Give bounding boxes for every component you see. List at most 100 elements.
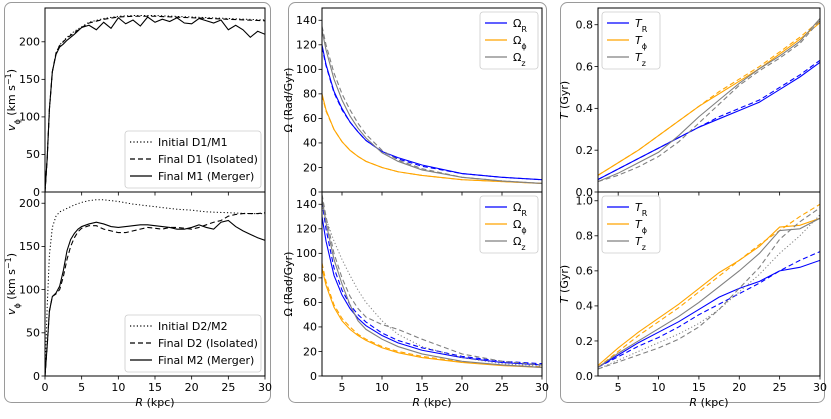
y-axis-label-part: (Gyr): [558, 265, 571, 297]
x-axis-label: R (kpc): [412, 396, 451, 409]
y-tick-label: 80: [303, 88, 317, 101]
x-tick-label: 15: [148, 381, 162, 394]
y-tick-label: 100: [19, 283, 40, 296]
y-axis-label-part: ): [5, 253, 18, 257]
legend-label: Ωϕ: [513, 218, 527, 235]
legend-label-text: Final M1 (Merger): [158, 170, 254, 183]
series-line-p12-0: [598, 259, 820, 368]
x-tick-label: 10: [111, 381, 125, 394]
x-tick-label: 5: [615, 381, 622, 394]
legend-label-text: T: [635, 51, 643, 64]
y-tick-label: 0.8: [576, 19, 594, 32]
y-tick-label: 100: [296, 247, 317, 260]
legend-frame: [479, 11, 539, 70]
y-axis-label-part: −1: [4, 257, 13, 269]
legend-label-text: T: [635, 34, 643, 47]
x-tick-label: 20: [732, 381, 746, 394]
panel-frame-left: [4, 2, 271, 403]
legend-frame: [601, 11, 661, 70]
legend-label: Final M1 (Merger): [158, 170, 254, 183]
legend-label-text: T: [635, 17, 643, 30]
legend-label-text: T: [635, 235, 643, 248]
legend-label-sub: z: [521, 59, 525, 68]
y-axis-label-part: ): [5, 69, 18, 73]
y-tick-label: 150: [19, 240, 40, 253]
y-tick-label: 0: [310, 370, 317, 383]
legend-label-text: Ω: [513, 34, 521, 47]
legend-label: TR: [635, 201, 648, 218]
series-line-p00-2: [45, 16, 265, 192]
x-tick-label: 30: [258, 381, 272, 394]
series-line-p12-6: [598, 214, 820, 370]
y-tick-label: 0.6: [576, 265, 594, 278]
legend-label-sub: R: [642, 209, 648, 218]
x-tick-label: 25: [221, 381, 235, 394]
axes-frame: [321, 191, 543, 377]
legend-label: Ωz: [513, 235, 526, 252]
panel-frame-middle: [288, 2, 547, 403]
legend-label-text: Final M2 (Merger): [158, 354, 254, 367]
legend-label-sub: ϕ: [642, 226, 647, 235]
legend-label-text: Initial D2/M2: [158, 320, 228, 333]
x-axis-label-part: R: [412, 396, 420, 409]
legend-label: Tϕ: [635, 218, 647, 235]
legend-label-text: Ω: [513, 235, 521, 248]
legend-label: Tz: [635, 51, 646, 68]
series-line-p02-3: [598, 20, 820, 176]
y-axis-label-part: ϕ: [13, 303, 22, 308]
series-line-p12-3: [598, 203, 820, 368]
y-tick-label: 120: [296, 39, 317, 52]
legend-label-text: Ω: [513, 201, 521, 214]
series-line-p02-4: [598, 18, 820, 183]
legend-label-sub: R: [521, 209, 527, 218]
legend-label-sub: ϕ: [642, 42, 647, 51]
series-line-p12-1: [598, 251, 820, 368]
y-tick-label: 0.0: [576, 370, 594, 383]
y-tick-label: 0.4: [576, 102, 594, 115]
legend-label-text: Ω: [513, 51, 521, 64]
legend-label-sub: z: [642, 243, 646, 252]
x-tick-label: 25: [773, 381, 787, 394]
y-tick-label: 120: [296, 223, 317, 236]
axes-frame: [597, 191, 821, 377]
legend-label: Tz: [635, 235, 646, 252]
y-tick-label: 140: [296, 198, 317, 211]
panel-frame-right: [560, 2, 825, 403]
y-axis-label-part: v: [5, 308, 18, 315]
series-line-p00-0: [45, 15, 265, 192]
series-line-p12-2: [598, 217, 820, 366]
panel-p10: 0 50 100 150 200 0 5 10 15 20 25 30 vϕ (km s−1) R (kp…: [4, 191, 272, 409]
x-axis-label-part: (kpc): [420, 396, 451, 409]
series-line-p10-0: [45, 199, 265, 376]
legend-frame: [479, 195, 539, 254]
series-line-p02-1: [598, 59, 820, 180]
series-line-p10-1: [45, 212, 265, 376]
legend-label: Final D1 (Isolated): [158, 153, 258, 166]
x-axis-label: R (kpc): [135, 396, 174, 409]
x-tick-label: 30: [535, 381, 549, 394]
series-line-p12-4: [598, 217, 820, 368]
y-axis-label-part: −1: [4, 73, 13, 85]
x-axis-label-part: R: [135, 396, 143, 409]
y-axis-label-part: Ω (Rad/Gyr): [282, 252, 295, 317]
y-axis-label-part: T: [558, 295, 571, 303]
y-axis-label: vϕ (km s−1): [4, 69, 22, 131]
series-line-p01-5: [322, 26, 542, 184]
y-tick-label: 20: [303, 161, 317, 174]
x-tick-label: 10: [375, 381, 389, 394]
x-tick-label: 20: [455, 381, 469, 394]
legend-label-text: T: [635, 218, 643, 231]
y-axis-label-part: Ω (Rad/Gyr): [282, 68, 295, 133]
x-tick-label: 15: [692, 381, 706, 394]
legend-label: Final M2 (Merger): [158, 354, 254, 367]
y-tick-label: 100: [19, 111, 40, 124]
panel-p00: 0 50 100 150 200 vϕ (km s−1) Initial D1/M1 Fina…: [4, 7, 266, 199]
y-tick-label: 50: [26, 327, 40, 340]
